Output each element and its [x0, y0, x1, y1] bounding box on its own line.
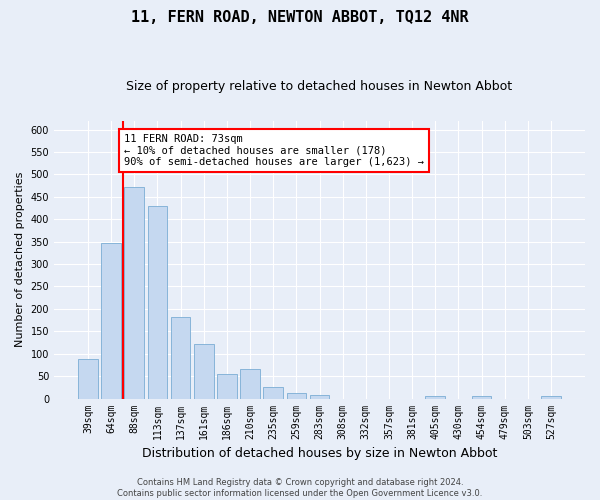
- Bar: [101, 242, 121, 398]
- Bar: [310, 395, 329, 398]
- Bar: [472, 396, 491, 398]
- Bar: [148, 206, 167, 398]
- Title: Size of property relative to detached houses in Newton Abbot: Size of property relative to detached ho…: [127, 80, 512, 93]
- Bar: [171, 316, 190, 398]
- Bar: [217, 374, 237, 398]
- Bar: [78, 359, 98, 399]
- Y-axis label: Number of detached properties: Number of detached properties: [15, 172, 25, 347]
- X-axis label: Distribution of detached houses by size in Newton Abbot: Distribution of detached houses by size …: [142, 447, 497, 460]
- Bar: [541, 396, 561, 398]
- Bar: [240, 370, 260, 398]
- Bar: [194, 344, 214, 399]
- Bar: [263, 388, 283, 398]
- Text: Contains HM Land Registry data © Crown copyright and database right 2024.
Contai: Contains HM Land Registry data © Crown c…: [118, 478, 482, 498]
- Bar: [287, 393, 306, 398]
- Text: 11 FERN ROAD: 73sqm
← 10% of detached houses are smaller (178)
90% of semi-detac: 11 FERN ROAD: 73sqm ← 10% of detached ho…: [124, 134, 424, 167]
- Bar: [124, 187, 144, 398]
- Text: 11, FERN ROAD, NEWTON ABBOT, TQ12 4NR: 11, FERN ROAD, NEWTON ABBOT, TQ12 4NR: [131, 10, 469, 25]
- Bar: [425, 396, 445, 398]
